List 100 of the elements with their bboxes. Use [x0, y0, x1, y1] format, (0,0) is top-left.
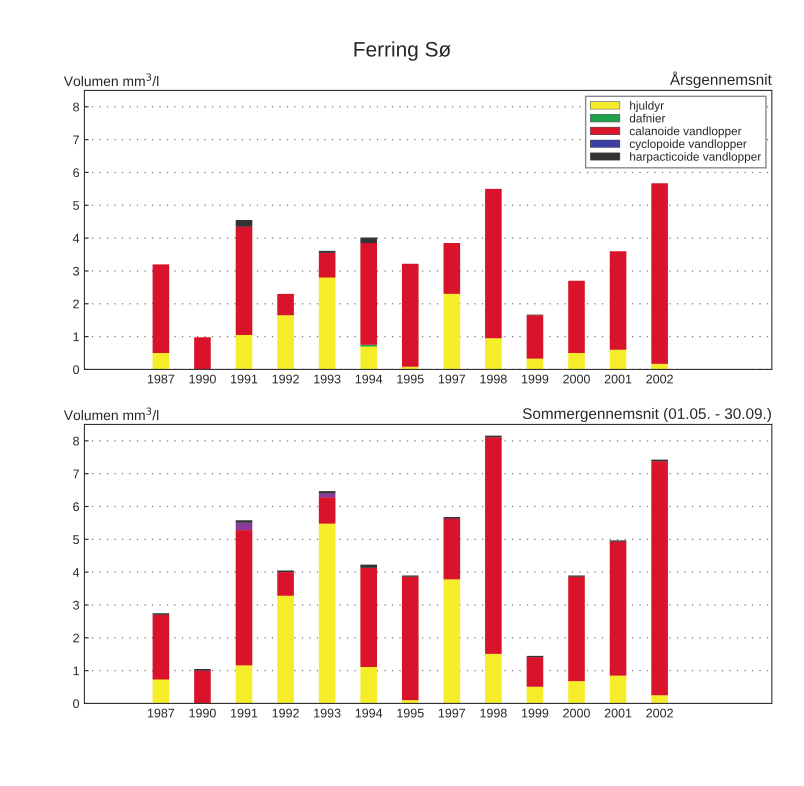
- y-tick-label: 4: [72, 568, 80, 577]
- x-tick-label: 1999: [522, 374, 548, 384]
- x-tick-label: 2000: [563, 374, 590, 384]
- bar: [485, 437, 502, 654]
- bar: [651, 461, 668, 696]
- x-tick-label: 1999: [522, 708, 548, 718]
- bar: [318, 278, 336, 370]
- bar: [360, 667, 378, 704]
- bar: [152, 614, 170, 680]
- bar: [651, 183, 668, 364]
- x-tick-label: 1991: [231, 708, 258, 718]
- bar: [444, 579, 460, 704]
- y-tick-label: 3: [73, 600, 80, 610]
- x-tick-label: 2002: [646, 708, 673, 718]
- y-tick-label: 5: [73, 201, 80, 210]
- bar: [485, 188, 502, 338]
- y-tick-label: 4: [72, 234, 80, 243]
- y-tick-label: 1: [74, 332, 79, 342]
- bar: [277, 596, 294, 704]
- x-tick-label: 1997: [438, 708, 466, 718]
- bar: [485, 338, 502, 370]
- bar: [360, 243, 378, 345]
- bar: [610, 542, 626, 676]
- chart-title: Ferring Sø: [354, 41, 451, 61]
- legend-label: hjuldyr: [630, 101, 664, 112]
- bar: [152, 264, 170, 354]
- x-tick-label: 1993: [314, 374, 340, 384]
- x-tick-label: 1992: [272, 374, 299, 384]
- bar: [402, 264, 419, 367]
- bar: [485, 654, 502, 704]
- bar: [318, 252, 336, 278]
- x-tick-label: 1987: [148, 708, 174, 718]
- x-tick-label: 1998: [480, 708, 507, 718]
- chart-subtitle: Sommergennemsnit (01.05. - 30.09.): [522, 408, 771, 422]
- y-tick-label: 2: [73, 634, 79, 642]
- x-tick-label: 1994: [356, 374, 382, 384]
- bar: [568, 353, 585, 370]
- bar: [610, 350, 626, 370]
- bar: [152, 353, 170, 370]
- legend-label: harpacticoide vandlopper: [630, 152, 762, 164]
- bar: [360, 564, 378, 568]
- bar: [402, 576, 419, 700]
- y-tick-label: 0: [73, 699, 80, 708]
- x-tick-label: 1990: [190, 374, 216, 384]
- bar: [194, 670, 211, 704]
- bar: [236, 665, 252, 704]
- bar: [568, 681, 585, 704]
- x-tick-label: 1995: [397, 708, 424, 718]
- bar: [194, 337, 211, 370]
- x-tick-label: 1995: [397, 374, 424, 384]
- y-tick-label: 6: [73, 502, 80, 512]
- x-tick-label: 1991: [231, 374, 258, 384]
- text: Årsgennemsnit: [670, 71, 772, 88]
- y-axis-title: Volumen mm$^{3}$/l: [64, 73, 158, 86]
- x-tick-label: 2002: [646, 374, 673, 384]
- bar: [526, 686, 544, 704]
- x-tick-label: 2001: [604, 708, 632, 718]
- bar: [610, 676, 626, 704]
- y-tick-label: 5: [73, 535, 80, 544]
- bar: [568, 280, 585, 354]
- y-tick-label: 1: [74, 666, 79, 676]
- y-axis-title: Volumen mm$^{3}$/l: [64, 408, 158, 420]
- bar: [236, 226, 252, 335]
- bar: [277, 572, 294, 596]
- bar: [277, 294, 294, 316]
- x-tick-label: 1990: [190, 708, 216, 718]
- x-tick-label: 2000: [563, 708, 590, 718]
- y-tick-label: 7: [73, 136, 79, 144]
- bar: [444, 518, 460, 580]
- legend-label: calanoide vandlopper: [630, 126, 742, 138]
- y-tick-label: 8: [73, 436, 80, 446]
- bar: [444, 294, 460, 370]
- bar: [526, 657, 544, 687]
- bar: [360, 237, 378, 244]
- y-tick-label: 3: [73, 266, 80, 276]
- x-tick-label: 1994: [356, 708, 382, 718]
- bar: [236, 220, 252, 227]
- legend-label: cyclopoide vandlopper: [630, 139, 747, 150]
- bar: [318, 524, 336, 704]
- bar: [236, 522, 252, 530]
- y-tick-label: 2: [73, 300, 79, 308]
- legend-label: dafnier: [630, 114, 666, 122]
- bar: [152, 680, 170, 704]
- x-tick-label: 1998: [480, 374, 507, 384]
- y-tick-label: 7: [73, 470, 79, 478]
- bar: [444, 243, 460, 294]
- x-tick-label: 2001: [604, 374, 632, 384]
- bar: [651, 695, 668, 704]
- bar: [402, 700, 419, 704]
- bar: [318, 493, 336, 498]
- x-tick-label: 1987: [148, 374, 174, 384]
- bar: [568, 576, 585, 682]
- bar: [360, 568, 378, 668]
- x-tick-label: 1992: [272, 708, 299, 718]
- y-tick-label: 8: [73, 102, 80, 112]
- bar: [236, 530, 252, 666]
- y-tick-label: 0: [73, 365, 80, 374]
- bar: [526, 315, 544, 359]
- y-tick-label: 6: [73, 168, 80, 178]
- x-tick-label: 1993: [314, 708, 340, 718]
